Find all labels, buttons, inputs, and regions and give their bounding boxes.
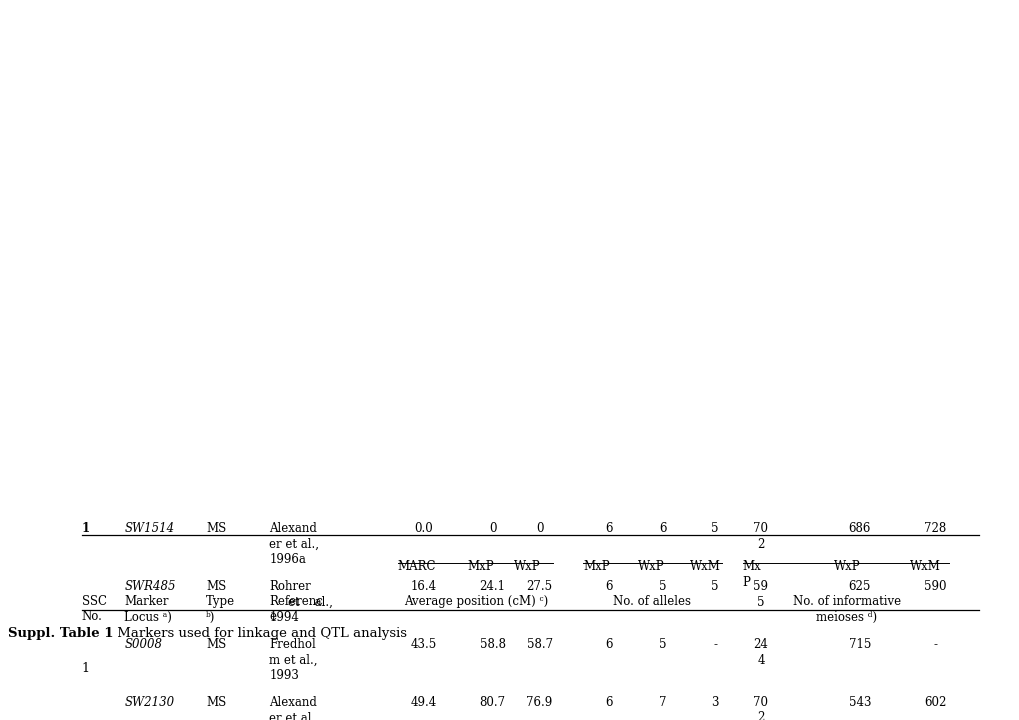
Text: Average position (cM) ᶜ): Average position (cM) ᶜ) [404,595,548,608]
Text: 2: 2 [756,711,764,720]
Text: 1993: 1993 [269,669,299,682]
Text: MARC: MARC [397,560,436,573]
Text: 3: 3 [710,696,718,709]
Text: MxP: MxP [583,560,609,573]
Text: m et al.,: m et al., [269,654,318,667]
Text: 1: 1 [82,662,90,675]
Text: SW2130: SW2130 [124,696,174,709]
Text: P: P [742,575,750,588]
Text: Locus ᵃ): Locus ᵃ) [124,611,172,624]
Text: 0: 0 [488,522,496,535]
Text: No. of alleles: No. of alleles [612,595,690,608]
Text: 715: 715 [848,638,870,651]
Text: er et al.,: er et al., [269,711,319,720]
Text: 590: 590 [923,580,946,593]
Text: SWR485: SWR485 [124,580,175,593]
Text: -: - [932,638,936,651]
Text: WxM: WxM [689,560,719,573]
Text: Type: Type [206,595,235,608]
Text: meioses ᵈ): meioses ᵈ) [815,611,876,624]
Text: MS: MS [206,580,226,593]
Text: 24: 24 [753,638,767,651]
Text: 0.0: 0.0 [414,522,432,535]
Text: Fredhol: Fredhol [269,638,316,651]
Text: MS: MS [206,522,226,535]
Text: 70: 70 [753,696,767,709]
Text: WxP: WxP [834,560,860,573]
Text: MxP: MxP [467,560,493,573]
Text: 80.7: 80.7 [479,696,505,709]
Text: 2: 2 [756,538,764,551]
Text: MS: MS [206,638,226,651]
Text: 6: 6 [658,522,666,535]
Text: Mx: Mx [742,560,760,573]
Text: 543: 543 [848,696,870,709]
Text: 49.4: 49.4 [410,696,436,709]
Text: Rohrer: Rohrer [269,580,311,593]
Text: 59: 59 [753,580,767,593]
Text: 5: 5 [658,580,666,593]
Text: Alexand: Alexand [269,696,317,709]
Text: 24.1: 24.1 [479,580,505,593]
Text: 5: 5 [658,638,666,651]
Text: 6: 6 [604,696,612,709]
Text: 58.8: 58.8 [479,638,505,651]
Text: No. of informative: No. of informative [792,595,900,608]
Text: WxM: WxM [909,560,940,573]
Text: Suppl. Table 1: Suppl. Table 1 [8,627,113,640]
Text: 70: 70 [753,522,767,535]
Text: 76.9: 76.9 [526,696,552,709]
Text: 0: 0 [535,522,543,535]
Text: 5: 5 [756,595,764,608]
Text: WxP: WxP [514,560,540,573]
Text: 43.5: 43.5 [410,638,436,651]
Text: Alexand: Alexand [269,522,317,535]
Text: 602: 602 [923,696,946,709]
Text: 16.4: 16.4 [410,580,436,593]
Text: 4: 4 [756,654,764,667]
Text: Marker: Marker [124,595,169,608]
Text: -: - [712,638,716,651]
Text: 5: 5 [710,522,718,535]
Text: 6: 6 [604,522,612,535]
Text: 7: 7 [658,696,666,709]
Text: WxP: WxP [637,560,663,573]
Text: ᵇ): ᵇ) [206,611,215,624]
Text: 686: 686 [848,522,870,535]
Text: No.: No. [82,611,102,624]
Text: Markers used for linkage and QTL analysis: Markers used for linkage and QTL analysi… [113,627,407,640]
Text: Referenc: Referenc [269,595,323,608]
Text: 27.5: 27.5 [526,580,552,593]
Text: SW1514: SW1514 [124,522,174,535]
Text: 1996a: 1996a [269,553,306,566]
Text: MS: MS [206,696,226,709]
Text: S0008: S0008 [124,638,162,651]
Text: et    al.,: et al., [287,595,332,608]
Text: e: e [269,611,276,624]
Text: 625: 625 [848,580,870,593]
Text: 1994: 1994 [269,611,299,624]
Text: 6: 6 [604,638,612,651]
Text: er et al.,: er et al., [269,538,319,551]
Text: 58.7: 58.7 [526,638,552,651]
Text: SSC: SSC [82,595,107,608]
Text: 1: 1 [82,522,90,535]
Text: 5: 5 [710,580,718,593]
Text: 6: 6 [604,580,612,593]
Text: 728: 728 [923,522,946,535]
